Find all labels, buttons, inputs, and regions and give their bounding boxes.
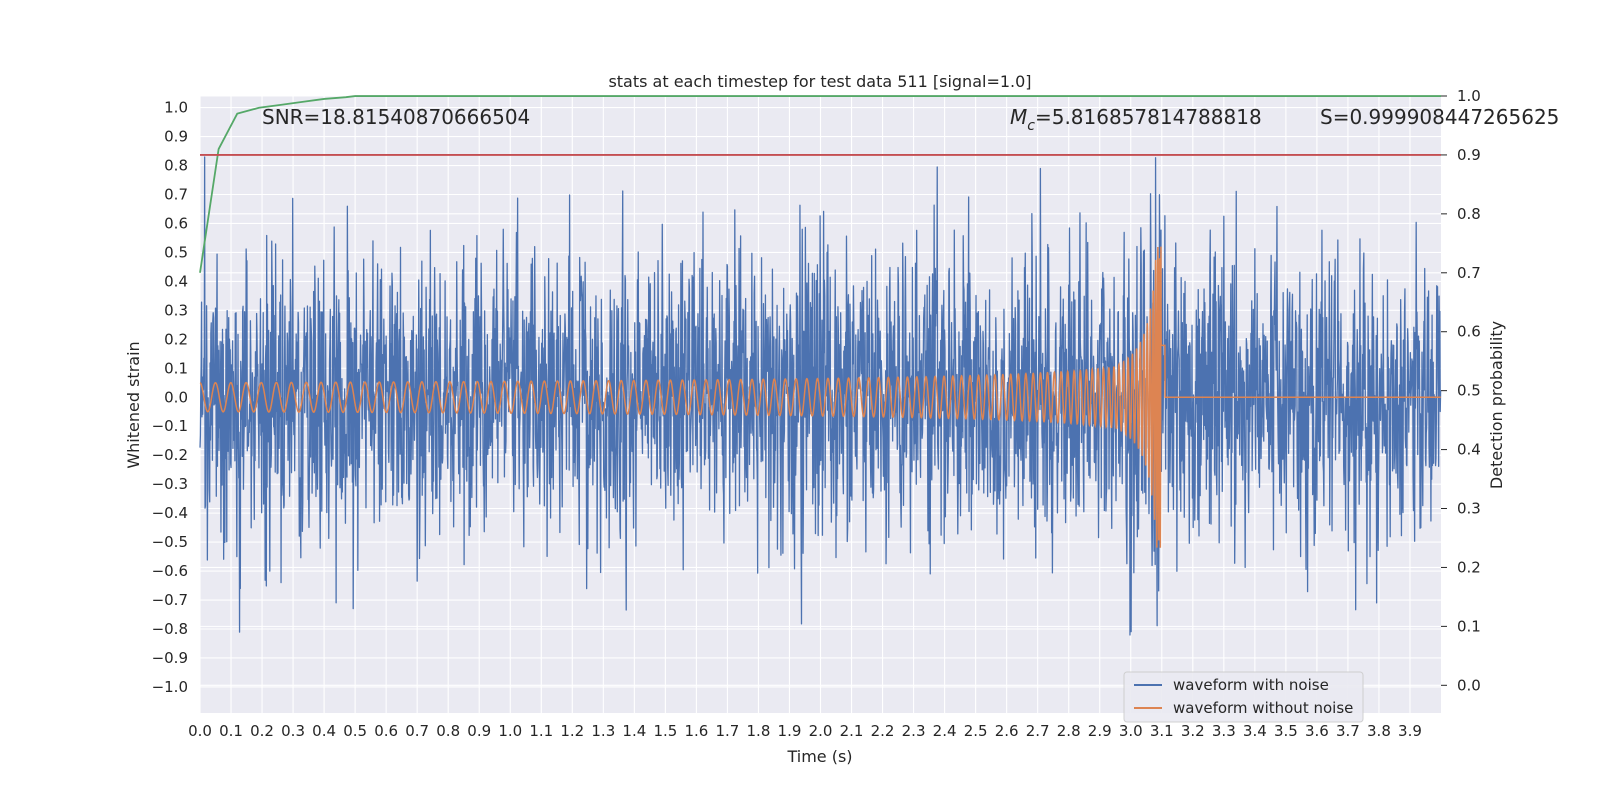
y-tick-label-left: −0.1 bbox=[152, 417, 188, 435]
x-tick-label: 1.0 bbox=[498, 722, 522, 740]
x-tick-label: 0.0 bbox=[188, 722, 212, 740]
y-tick-label-right: 0.2 bbox=[1457, 558, 1481, 576]
legend-box bbox=[1123, 671, 1364, 723]
legend: waveform with noise waveform without noi… bbox=[1123, 671, 1364, 723]
x-tick-label: 3.6 bbox=[1305, 722, 1329, 740]
x-tick-label: 0.2 bbox=[250, 722, 274, 740]
y-tick-label-left: 0.1 bbox=[164, 359, 188, 377]
chirp-mass-value: =5.816857814788818 bbox=[1035, 105, 1262, 129]
x-tick-label: 0.7 bbox=[405, 722, 429, 740]
y-tick-label-right: 0.1 bbox=[1457, 617, 1481, 635]
x-tick-label: 3.5 bbox=[1274, 722, 1298, 740]
y-tick-label-left: −0.3 bbox=[152, 475, 188, 493]
snr-annotation: SNR=18.81540870666504 bbox=[262, 105, 530, 129]
x-tick-label: 1.8 bbox=[747, 722, 771, 740]
y-tick-label-left: 1.0 bbox=[164, 99, 188, 117]
chart-title: stats at each timestep for test data 511… bbox=[608, 72, 1031, 91]
y-tick-label-left: −0.8 bbox=[152, 620, 188, 638]
x-tick-label: 0.6 bbox=[374, 722, 398, 740]
y-tick-label-right: 0.0 bbox=[1457, 676, 1481, 694]
x-tick-label: 0.1 bbox=[219, 722, 243, 740]
y-tick-label-left: 0.5 bbox=[164, 243, 188, 261]
y-tick-label-left: 0.7 bbox=[164, 185, 188, 203]
x-tick-label: 2.2 bbox=[871, 722, 895, 740]
clean-waveform-line bbox=[199, 246, 1441, 548]
x-tick-label: 3.1 bbox=[1150, 722, 1174, 740]
x-tick-label: 2.9 bbox=[1088, 722, 1112, 740]
x-tick-label: 2.7 bbox=[1026, 722, 1050, 740]
x-tick-label: 0.8 bbox=[436, 722, 460, 740]
y-tick-label-right: 0.7 bbox=[1457, 264, 1481, 282]
x-tick-label: 1.7 bbox=[715, 722, 739, 740]
y-tick-label-right: 0.4 bbox=[1457, 441, 1481, 459]
x-tick-label: 1.9 bbox=[778, 722, 802, 740]
y-tick-label-right: 0.3 bbox=[1457, 500, 1481, 518]
noisy-waveform-line bbox=[199, 156, 1442, 636]
x-axis-label: Time (s) bbox=[786, 747, 852, 766]
x-tick-label: 0.3 bbox=[281, 722, 305, 740]
y-axis-label-right: Detection probability bbox=[1487, 321, 1506, 489]
spin-annotation: S=0.999908447265625 bbox=[1320, 105, 1559, 129]
legend-label-clean: waveform without noise bbox=[1173, 699, 1353, 717]
x-tick-label: 1.1 bbox=[529, 722, 553, 740]
y-tick-label-right: 1.0 bbox=[1457, 87, 1481, 105]
y-tick-label-left: 0.3 bbox=[164, 301, 188, 319]
x-tick-label: 2.4 bbox=[933, 722, 957, 740]
tick-layer: 0.0 0.1 0.2 0.3 0.4 0.5 0.6 0.7 0.8 0.9 1.0 1.1 1.2 1… bbox=[152, 87, 1481, 740]
y-tick-label-left: −1.0 bbox=[152, 678, 188, 696]
x-tick-label: 3.4 bbox=[1243, 722, 1267, 740]
y-tick-label-left: −0.5 bbox=[152, 533, 188, 551]
x-tick-label: 3.2 bbox=[1181, 722, 1205, 740]
x-tick-label: 2.0 bbox=[809, 722, 833, 740]
x-tick-label: 2.3 bbox=[902, 722, 926, 740]
x-tick-label: 0.4 bbox=[312, 722, 336, 740]
x-tick-label: 0.9 bbox=[467, 722, 491, 740]
detection-probability-line bbox=[199, 95, 1441, 273]
x-tick-label: 3.0 bbox=[1119, 722, 1143, 740]
x-tick-label: 1.3 bbox=[591, 722, 615, 740]
x-tick-label: 3.7 bbox=[1336, 722, 1360, 740]
x-tick-label: 1.6 bbox=[684, 722, 708, 740]
y-tick-label-right: 0.9 bbox=[1457, 146, 1481, 164]
x-tick-label: 3.3 bbox=[1212, 722, 1236, 740]
chirp-mass-symbol: M bbox=[1010, 105, 1027, 129]
x-tick-label: 3.8 bbox=[1367, 722, 1391, 740]
x-tick-label: 0.5 bbox=[343, 722, 367, 740]
y-tick-label-left: 0.6 bbox=[164, 214, 188, 232]
x-tick-label: 1.4 bbox=[622, 722, 646, 740]
y-tick-label-left: 0.4 bbox=[164, 272, 188, 290]
x-tick-label: 1.5 bbox=[653, 722, 677, 740]
chirp-mass-annotation: Mc=5.816857814788818 bbox=[1010, 105, 1262, 134]
chirp-mass-subscript: c bbox=[1027, 118, 1035, 134]
y-tick-label-left: −0.4 bbox=[152, 504, 188, 522]
y-tick-label-right: 0.5 bbox=[1457, 382, 1481, 400]
y-tick-label-left: 0.2 bbox=[164, 330, 188, 348]
y-tick-label-left: −0.6 bbox=[152, 562, 188, 580]
y-tick-label-right: 0.6 bbox=[1457, 323, 1481, 341]
x-tick-label: 2.1 bbox=[840, 722, 864, 740]
x-tick-label: 2.6 bbox=[995, 722, 1019, 740]
y-tick-label-left: −0.9 bbox=[152, 649, 188, 667]
x-tick-label: 2.5 bbox=[964, 722, 988, 740]
x-tick-label: 1.2 bbox=[560, 722, 584, 740]
x-tick-label: 2.8 bbox=[1057, 722, 1081, 740]
y-tick-label-left: −0.2 bbox=[152, 446, 188, 464]
y-tick-label-left: −0.7 bbox=[152, 591, 188, 609]
y-tick-label-right: 0.8 bbox=[1457, 205, 1481, 223]
x-tick-label: 3.9 bbox=[1398, 722, 1422, 740]
y-tick-label-left: 0.8 bbox=[164, 157, 188, 175]
y-axis-label-left: Whitened strain bbox=[124, 341, 143, 468]
y-tick-label-left: 0.0 bbox=[164, 388, 188, 406]
legend-label-noisy: waveform with noise bbox=[1173, 676, 1329, 694]
y-tick-label-left: 0.9 bbox=[164, 128, 188, 146]
data-layer bbox=[199, 95, 1442, 636]
